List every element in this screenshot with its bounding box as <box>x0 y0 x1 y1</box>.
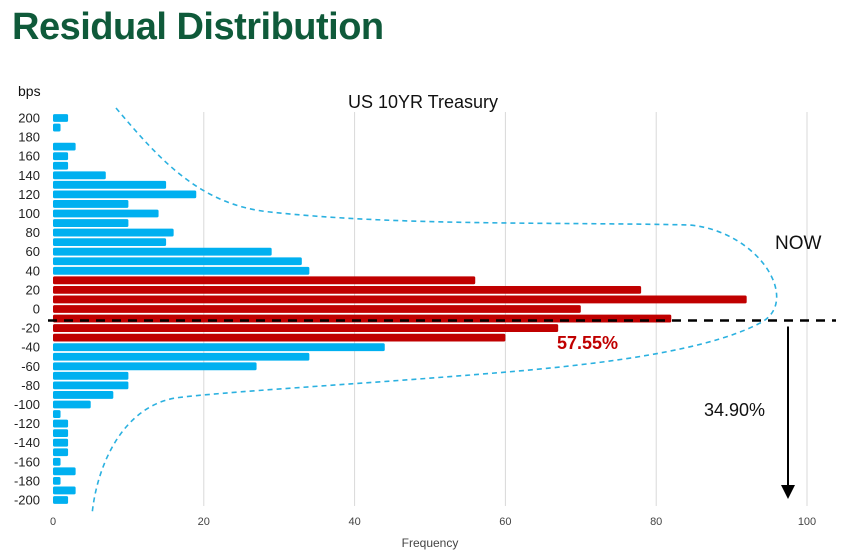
y-tick-label: 80 <box>26 225 40 240</box>
y-tick-label: 0 <box>33 302 40 317</box>
bar <box>53 190 197 199</box>
bar <box>53 219 129 227</box>
bar <box>53 419 69 428</box>
y-tick-label: -120 <box>14 416 40 431</box>
bar <box>53 486 76 495</box>
bar <box>53 114 69 122</box>
bar <box>53 123 61 132</box>
y-tick-label: -160 <box>14 454 40 469</box>
bar <box>53 496 69 504</box>
bar <box>53 238 167 247</box>
page-title: Residual Distribution <box>12 6 384 48</box>
y-tick-label: -180 <box>14 473 40 488</box>
fitted-curve <box>91 107 778 516</box>
y-tick-label: 180 <box>18 130 40 145</box>
distribution-curve <box>91 107 778 516</box>
bar <box>53 247 272 256</box>
bar <box>53 276 476 285</box>
y-tick-label: -80 <box>21 378 40 393</box>
bar <box>53 429 69 438</box>
y-tick-label: 60 <box>26 244 40 259</box>
bar <box>53 257 302 266</box>
inside-band-percent: 57.55% <box>557 333 618 353</box>
x-tick-label: 0 <box>50 516 56 528</box>
y-tick-label: -200 <box>14 493 40 508</box>
bar <box>53 142 76 151</box>
bar <box>53 343 385 352</box>
bar <box>53 371 129 380</box>
x-tick-label: 80 <box>650 516 662 528</box>
y-tick-label: 120 <box>18 187 40 202</box>
y-tick-label: 160 <box>18 149 40 164</box>
bar <box>53 171 106 180</box>
y-tick-label: -40 <box>21 340 40 355</box>
y-tick-label: 40 <box>26 263 40 278</box>
bar <box>53 438 69 447</box>
bar <box>53 381 129 390</box>
chart-title: US 10YR Treasury <box>348 92 498 112</box>
bar <box>53 352 310 361</box>
y-tick-label: -60 <box>21 359 40 374</box>
downside-arrow-head <box>781 485 795 499</box>
bar <box>53 209 159 218</box>
y-tick-label: 20 <box>26 282 40 297</box>
y-tick-label: -140 <box>14 435 40 450</box>
y-tick-label: -20 <box>21 321 40 336</box>
bar <box>53 467 76 476</box>
bar <box>53 333 506 342</box>
bar <box>53 200 129 208</box>
bar <box>53 180 167 189</box>
bar <box>53 457 61 466</box>
bar <box>53 400 91 409</box>
bar <box>53 476 61 485</box>
y-axis-label: bps <box>18 83 41 99</box>
y-tick-label: 100 <box>18 206 40 221</box>
x-axis-label: Frequency <box>402 536 459 550</box>
x-tick-label: 40 <box>348 516 360 528</box>
y-tick-label: 200 <box>18 111 40 126</box>
bar <box>53 228 174 237</box>
bar <box>53 391 114 399</box>
x-axis-ticks: 0 20 40 60 80 100 <box>50 516 816 528</box>
y-tick-label: 140 <box>18 168 40 183</box>
bar <box>53 448 69 457</box>
y-axis-ticks: 200180160140120100806040200-20-40-60-80-… <box>14 111 40 508</box>
bar <box>53 305 581 313</box>
bar <box>53 410 61 418</box>
x-tick-label: 60 <box>499 516 511 528</box>
bar <box>53 266 310 275</box>
x-tick-label: 100 <box>798 516 816 528</box>
bar <box>53 161 69 170</box>
y-tick-label: -100 <box>14 397 40 412</box>
now-label: NOW <box>775 233 822 254</box>
bars <box>53 114 747 504</box>
x-tick-label: 20 <box>198 516 210 528</box>
below-level-percent: 34.90% <box>704 400 765 420</box>
bar <box>53 285 642 294</box>
bar <box>53 324 559 333</box>
bar <box>53 152 69 161</box>
bar <box>53 295 747 304</box>
bar <box>53 362 257 371</box>
